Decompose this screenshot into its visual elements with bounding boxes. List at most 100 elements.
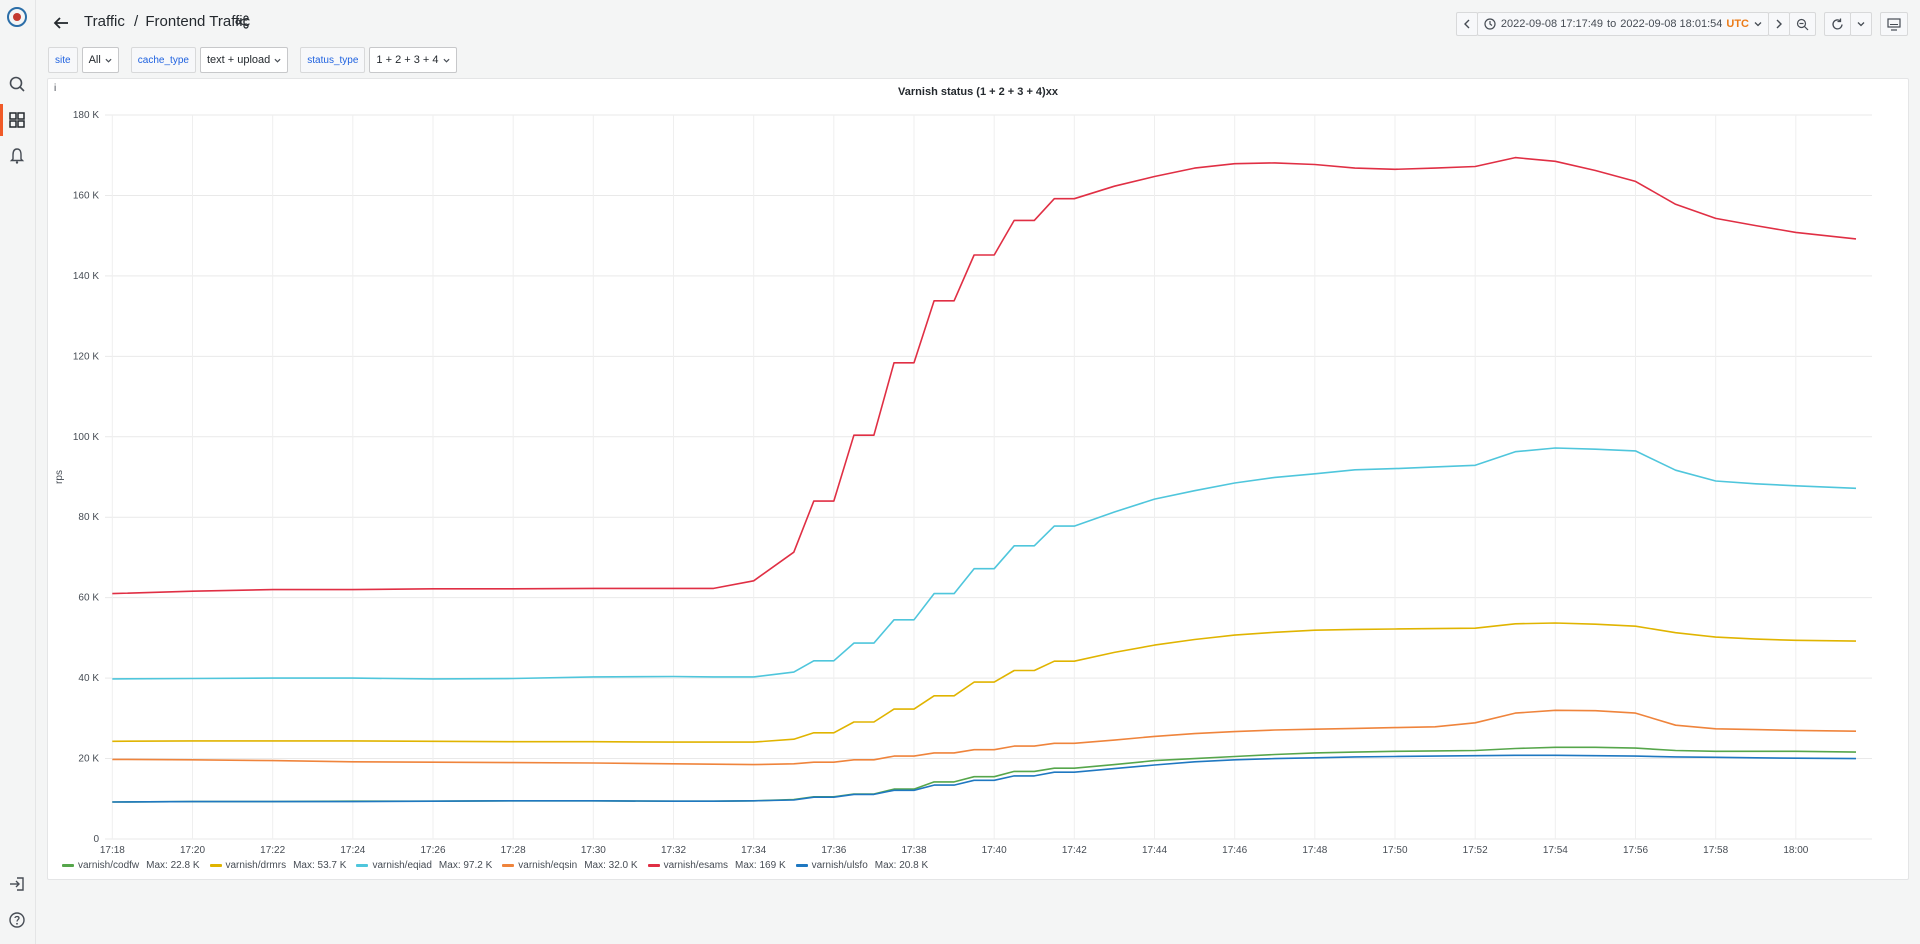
graph-panel[interactable]: i Varnish status (1 + 2 + 3 + 4)xx 0 20 K… [47, 78, 1909, 880]
legend-max-value: Max: 169 K [735, 860, 786, 871]
x-tick-label: 17:48 [1302, 845, 1327, 856]
variable-site: site All [48, 47, 119, 73]
x-tick-label: 17:36 [821, 845, 846, 856]
search-icon[interactable] [6, 73, 28, 95]
series-line-varnish-eqiad[interactable] [112, 447, 1857, 680]
variables-bar: site All cache_type text + upload status… [48, 47, 457, 73]
chart-legend: varnish/codfw Max: 22.8 K varnish/drmrs Max… [62, 860, 928, 871]
line-chart[interactable]: 0 20 K 40 K 60 K 80 K 100 K 120 K 140 K 160 K 180… [48, 79, 1908, 857]
dashboard-title[interactable]: Frontend Traffic [145, 13, 251, 30]
legend-swatch [795, 864, 808, 867]
zoom-out-button[interactable] [1789, 12, 1816, 36]
x-tick-label: 17:26 [420, 845, 445, 856]
legend-item[interactable]: varnish/esams Max: 169 K [647, 860, 786, 871]
refresh-button[interactable] [1824, 12, 1851, 36]
legend-max-value: Max: 97.2 K [438, 860, 493, 871]
x-tick-label: 17:38 [901, 845, 926, 856]
active-nav-indicator [0, 104, 3, 136]
panel-info-icon[interactable]: i [54, 83, 57, 94]
legend-swatch [62, 864, 74, 867]
series-line-varnish-ulsfo[interactable] [112, 754, 1857, 803]
x-tick-label: 17:52 [1463, 845, 1488, 856]
chevron-down-icon [274, 58, 281, 63]
refresh-icon [1832, 18, 1843, 29]
time-range-picker[interactable]: 2022-09-08 17:17:49 to 2022-09-08 18:01:… [1476, 12, 1769, 36]
variable-label: site [48, 47, 78, 73]
clock-icon [1484, 18, 1496, 30]
legend-item[interactable]: varnish/codfw Max: 22.8 K [62, 860, 200, 871]
help-icon[interactable] [6, 909, 28, 931]
variable-label: status_type [300, 47, 366, 73]
tv-mode-button[interactable] [1880, 12, 1908, 36]
variable-value: text + upload [206, 54, 271, 66]
variable-cache-type: cache_type text + upload [130, 47, 289, 73]
x-tick-label: 17:54 [1543, 845, 1568, 856]
variable-select[interactable]: text + upload [199, 47, 289, 73]
x-tick-label: 17:30 [581, 845, 606, 856]
chevron-down-icon [105, 58, 112, 63]
legend-series-name: varnish/esams [663, 860, 729, 871]
x-tick-label: 17:24 [340, 845, 365, 856]
y-tick-label: 80 K [78, 512, 99, 523]
refresh-interval-dropdown[interactable] [1850, 12, 1872, 36]
top-bar: Traffic / Frontend Traffic 2022-09-08 17… [36, 0, 1920, 46]
grafana-logo-icon[interactable] [6, 6, 28, 28]
legend-swatch [356, 864, 369, 867]
timezone-label: UTC [1726, 18, 1749, 30]
x-tick-label: 17:40 [982, 845, 1007, 856]
y-tick-label: 160 K [73, 190, 99, 201]
series-line-varnish-esams[interactable] [112, 156, 1857, 595]
legend-max-value: Max: 53.7 K [293, 860, 347, 871]
time-controls: 2022-09-08 17:17:49 to 2022-09-08 18:01:… [1455, 12, 1908, 36]
legend-item[interactable]: varnish/ulsfo Max: 20.8 K [795, 860, 929, 871]
y-tick-label: 140 K [73, 271, 99, 282]
x-tick-label: 17:18 [100, 845, 125, 856]
x-tick-label: 17:56 [1623, 845, 1648, 856]
y-tick-label: 100 K [73, 432, 99, 443]
legend-item[interactable]: varnish/drmrs Max: 53.7 K [209, 860, 347, 871]
legend-item[interactable]: varnish/eqiad Max: 97.2 K [356, 860, 492, 871]
x-tick-label: 17:58 [1703, 845, 1728, 856]
series-line-varnish-eqsin[interactable] [112, 709, 1857, 766]
chevron-left-icon [1463, 19, 1470, 29]
breadcrumb: Traffic / Frontend Traffic [84, 13, 250, 30]
zoom-out-icon [1796, 18, 1809, 30]
legend-max-value: Max: 22.8 K [146, 860, 200, 871]
bell-icon[interactable] [6, 145, 28, 167]
x-tick-label: 17:28 [501, 845, 526, 856]
legend-series-name: varnish/drmrs [225, 860, 287, 871]
chevron-down-icon [1857, 22, 1865, 27]
dashboards-icon[interactable] [6, 109, 28, 131]
x-tick-label: 18:00 [1783, 845, 1808, 856]
back-arrow-icon[interactable] [50, 12, 72, 34]
y-tick-label: 60 K [78, 593, 99, 604]
sign-in-icon[interactable] [6, 873, 28, 895]
legend-max-value: Max: 20.8 K [874, 860, 929, 871]
legend-item[interactable]: varnish/eqsin Max: 32.0 K [502, 860, 638, 871]
time-shift-forward-button[interactable] [1768, 12, 1790, 36]
y-tick-label: 20 K [78, 754, 99, 765]
x-tick-label: 17:42 [1062, 845, 1087, 856]
variable-select[interactable]: 1 + 2 + 3 + 4 [369, 47, 457, 73]
time-range-from: 2022-09-08 17:17:49 [1500, 18, 1604, 30]
x-tick-label: 17:32 [661, 845, 686, 856]
y-tick-label: 40 K [78, 673, 99, 684]
panel-title[interactable]: Varnish status (1 + 2 + 3 + 4)xx [898, 86, 1058, 98]
share-icon[interactable] [235, 15, 249, 34]
y-tick-label: 120 K [73, 351, 99, 362]
x-tick-label: 17:22 [260, 845, 285, 856]
variable-value: 1 + 2 + 3 + 4 [376, 54, 439, 66]
y-axis-label: rps [54, 470, 65, 484]
variable-select[interactable]: All [81, 47, 119, 73]
legend-max-value: Max: 32.0 K [584, 860, 638, 871]
series-line-varnish-drmrs[interactable] [112, 622, 1857, 743]
legend-series-name: varnish/eqiad [372, 860, 432, 871]
breadcrumb-separator: / [134, 13, 139, 30]
x-tick-label: 17:50 [1382, 845, 1407, 856]
legend-series-name: varnish/eqsin [518, 860, 578, 871]
monitor-icon [1887, 17, 1901, 31]
x-tick-label: 17:20 [180, 845, 205, 856]
time-shift-back-button[interactable] [1455, 12, 1478, 36]
breadcrumb-folder[interactable]: Traffic [84, 13, 125, 30]
time-range-to-word: to [1607, 18, 1617, 30]
